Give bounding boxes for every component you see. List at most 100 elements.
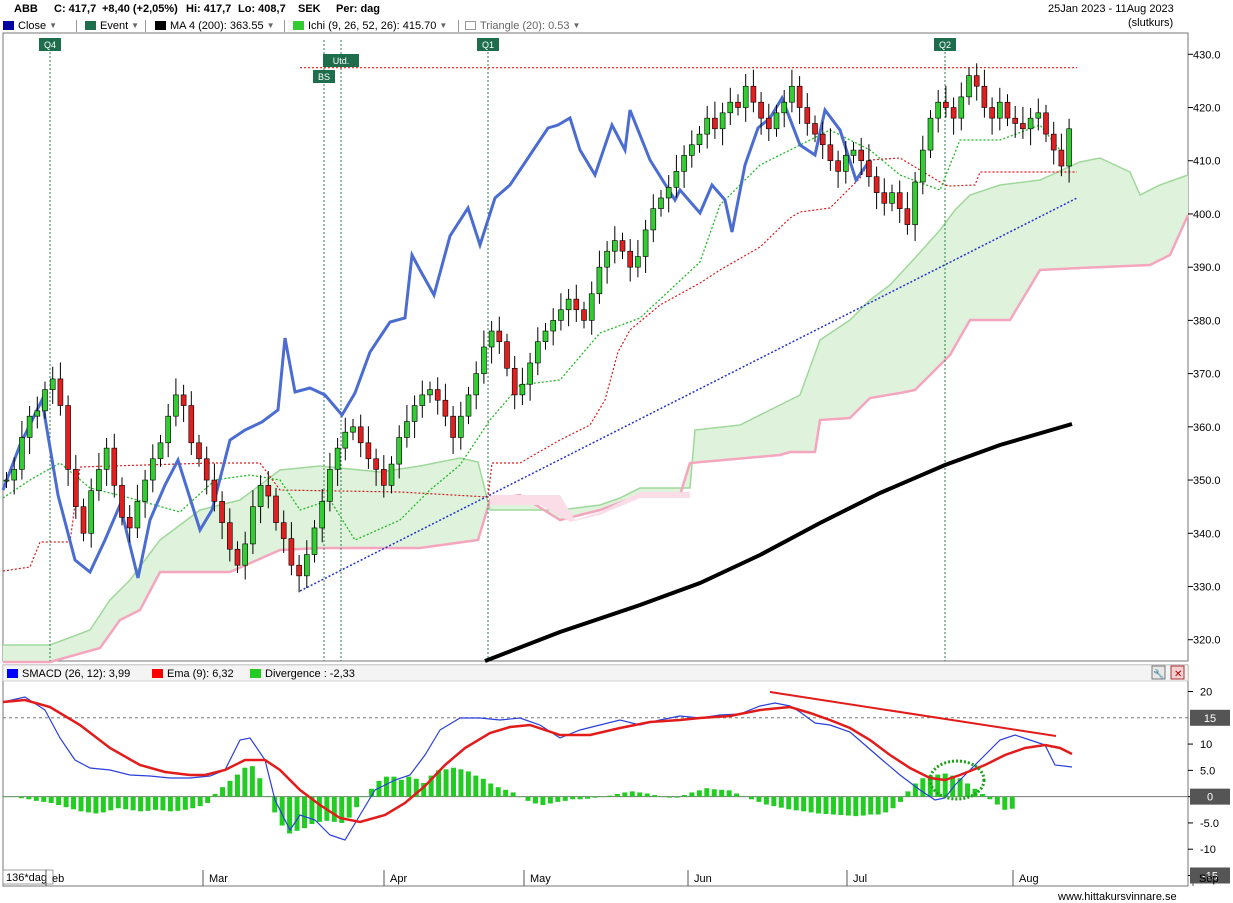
candle-body	[704, 117, 711, 135]
divergence-bar	[205, 796, 211, 803]
y-tick-label: 430.0	[1193, 49, 1221, 61]
divergence-bar	[547, 796, 553, 804]
legend-divider	[284, 20, 285, 32]
candle-body	[142, 479, 148, 502]
legend-triangle[interactable]: Triangle (20): 0.53 ▼	[462, 19, 580, 32]
divergence-bar	[309, 796, 315, 824]
candle-body	[419, 394, 426, 406]
candle-body	[889, 192, 895, 204]
candle-body	[103, 447, 110, 470]
divergence-bar	[518, 796, 524, 798]
divergence-bar	[369, 788, 375, 797]
candle-body	[134, 501, 141, 529]
divergence-bar	[287, 796, 293, 834]
divergence-bar	[749, 796, 754, 800]
support-trendline	[299, 197, 1078, 592]
candle-body	[327, 469, 333, 502]
chevron-down-icon[interactable]: ▼	[439, 21, 448, 30]
candle-body	[488, 330, 495, 348]
macd-y-tick-label: -5.0	[1200, 818, 1219, 830]
candle-body	[65, 405, 71, 470]
candle-body	[11, 469, 17, 481]
legend-event[interactable]: Event ▼	[82, 19, 139, 32]
legend-event-label: Event	[100, 19, 129, 32]
candle-body	[350, 426, 356, 433]
candle-body	[450, 415, 456, 438]
divergence-bar	[316, 796, 322, 822]
close-swatch	[3, 21, 14, 30]
candle-body	[1066, 128, 1072, 167]
candle-body	[796, 85, 803, 108]
divergence-bar	[808, 796, 814, 813]
divergence-bar	[56, 796, 62, 806]
divergence-bar	[719, 789, 725, 797]
macd-value-badge	[1190, 867, 1230, 884]
candle-body	[1020, 123, 1026, 130]
divergence-bar	[391, 776, 397, 797]
senkou-span-a	[3, 157, 1189, 646]
divergence-bar	[383, 776, 389, 797]
candle-body	[80, 506, 87, 534]
divergence-bar	[1009, 796, 1015, 809]
senkou-span-b	[3, 214, 1190, 664]
divergence-bar	[816, 796, 822, 814]
candle-body	[896, 192, 903, 209]
candle-body	[873, 176, 880, 193]
legend-close[interactable]: Close ▼	[0, 19, 57, 32]
divergence-bar	[912, 783, 918, 797]
divergence-bar	[853, 796, 859, 817]
divergence-bar	[465, 771, 471, 797]
divergence-bar	[592, 796, 598, 798]
x-tick-label: Sep	[1199, 873, 1219, 885]
divergence-bar	[138, 796, 144, 812]
divergence-bar	[339, 796, 345, 823]
indicator-legend: Close ▼ Event ▼ MA 4 (200): 363.55 ▼ Ich…	[0, 18, 1233, 33]
candle-body	[642, 229, 649, 257]
divergence-bar	[48, 796, 54, 803]
candle-body	[465, 394, 472, 417]
divergence-bar	[935, 774, 941, 797]
divergence-bar	[905, 791, 911, 797]
close-line	[1, 94, 872, 579]
x-tick-label: eb	[52, 873, 64, 885]
candle-body	[88, 490, 94, 534]
macd-header-bar	[2, 664, 1189, 682]
divergence-bar	[898, 796, 903, 802]
legend-ichimoku[interactable]: Ichi (9, 26, 52, 26): 415.70 ▼	[290, 19, 447, 32]
candle-body	[742, 85, 749, 108]
candle-body	[1035, 112, 1042, 119]
divergence-bar	[443, 769, 449, 797]
divergence-bar	[585, 796, 591, 799]
divergence-bar	[100, 796, 106, 813]
chevron-down-icon[interactable]: ▼	[49, 21, 58, 30]
candle-body	[804, 107, 811, 124]
divergence-bar	[793, 796, 799, 811]
candle-body	[534, 341, 541, 364]
chevron-down-icon[interactable]: ▼	[572, 21, 581, 30]
legend-divider	[76, 20, 77, 32]
candle-body	[96, 469, 102, 491]
macd-legend-swatch	[7, 669, 18, 678]
chevron-down-icon[interactable]: ▼	[131, 21, 140, 30]
candle-body	[719, 112, 726, 130]
y-tick-label: 420.0	[1193, 103, 1221, 115]
chevron-down-icon[interactable]: ▼	[266, 21, 275, 30]
candle-body	[165, 415, 171, 444]
x-tick-label: Apr	[390, 873, 407, 885]
high-value: Hi: 417,7	[186, 3, 232, 15]
divergence-bar	[868, 796, 874, 815]
candle-body	[188, 405, 195, 444]
divergence-bar	[734, 793, 740, 797]
divergence-bar	[398, 779, 404, 797]
candle-body	[1043, 112, 1049, 135]
divergence-annotation-line	[769, 691, 1057, 737]
y-tick-label: 350.0	[1193, 475, 1221, 487]
y-tick-label: 320.0	[1193, 635, 1221, 647]
legend-ma[interactable]: MA 4 (200): 363.55 ▼	[152, 19, 274, 32]
candle-body	[973, 75, 980, 87]
candle-body	[789, 85, 795, 103]
candle-body	[935, 101, 942, 119]
close-value: C: 417,7	[54, 3, 97, 15]
candle-body	[588, 293, 595, 321]
candle-body	[427, 389, 433, 396]
